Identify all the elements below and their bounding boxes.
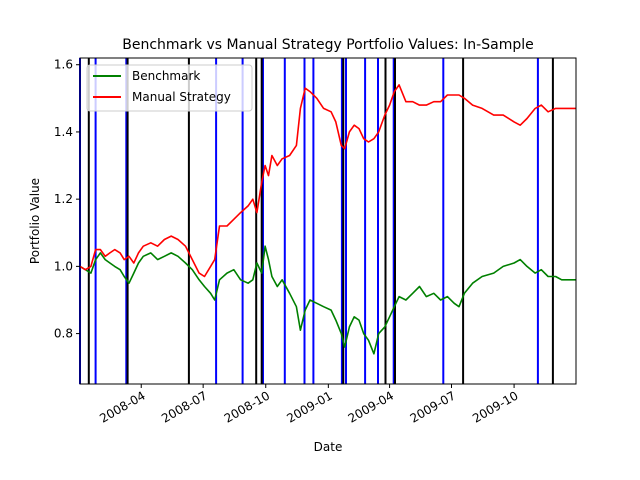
- x-tick-label: 2008-07: [159, 388, 209, 425]
- x-tick-label: 2008-04: [97, 388, 147, 425]
- series-lines: [79, 84, 576, 355]
- series-line-manual-strategy: [79, 84, 576, 278]
- plot-area: [79, 57, 577, 385]
- x-tick-label: 2009-01: [284, 388, 334, 425]
- y-axis: 0.8 1.0 1.2 1.4 1.6: [54, 58, 80, 341]
- x-tick-label: 2008-10: [222, 388, 272, 425]
- y-tick-label: 0.8: [54, 327, 73, 341]
- legend: Benchmark Manual Strategy: [86, 64, 253, 112]
- series-line-benchmark: [79, 245, 576, 355]
- plot-background: [80, 58, 576, 384]
- y-tick-label: 1.6: [54, 58, 73, 72]
- x-tick-label: 2009-04: [346, 388, 396, 425]
- x-axis-title: Date: [314, 440, 343, 454]
- legend-label: Benchmark: [132, 69, 200, 83]
- legend-box: [86, 64, 253, 112]
- x-axis: 2008-04 2008-07 2008-10 2009-01 2009-04 2009-…: [97, 384, 521, 426]
- y-axis-title: Portfolio Value: [28, 178, 42, 264]
- y-tick-label: 1.0: [54, 259, 73, 273]
- y-tick-label: 1.4: [54, 125, 73, 139]
- y-tick-label: 1.2: [54, 192, 73, 206]
- x-tick-label: 2009-10: [470, 388, 520, 425]
- legend-label: Manual Strategy: [132, 90, 231, 104]
- x-tick-label: 2009-07: [408, 388, 458, 425]
- chart-title: Benchmark vs Manual Strategy Portfolio V…: [122, 37, 533, 53]
- signal-lines: [79, 58, 554, 384]
